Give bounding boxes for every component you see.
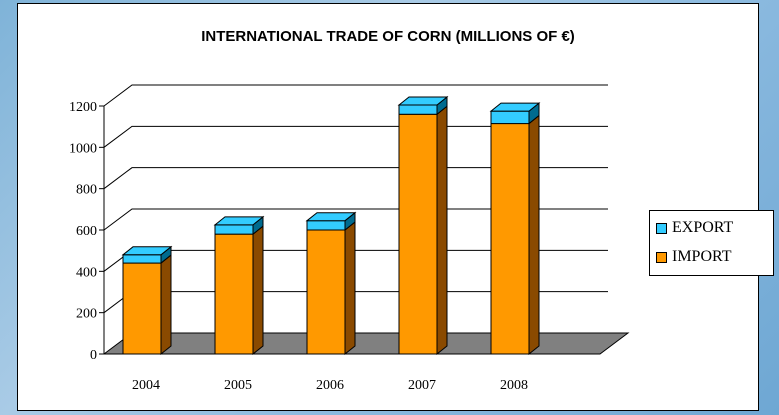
bar-top-2004 [121,246,173,256]
y-tick-label: 1200 [69,100,97,115]
bar-side-import-2007 [436,105,448,356]
bar-export-2005 [214,224,254,235]
bar-side-import-2004 [160,254,172,356]
bar-top-2007 [397,96,449,106]
chart-plot-area: 0 200 400 600 800 1000 1200 2004 2005 2006 2007 200… [69,84,630,393]
legend-item-import: IMPORT [656,248,732,266]
x-tick-label-2005: 2005 [224,378,252,393]
bar-export-2004 [122,254,162,264]
bar-import-2007 [398,113,438,355]
bar-export-2007 [398,104,438,115]
y-tick-label: 400 [76,265,97,280]
bar-side-import-2005 [252,225,264,356]
legend-item-export: EXPORT [656,219,733,237]
bar-import-2008 [490,123,530,355]
bar-import-2005 [214,233,254,355]
bar-export-2006 [306,220,346,231]
bar-side-import-2006 [344,220,356,356]
x-tick-label-2007: 2007 [408,378,436,393]
y-tick-label: 600 [76,224,97,239]
gridline [103,208,608,231]
bar-export-2008 [490,110,530,125]
legend-swatch-export [656,222,667,234]
x-tick-label-2004: 2004 [132,378,160,393]
y-tick-label: 0 [90,348,97,363]
x-tick-label-2006: 2006 [316,378,344,393]
bar-top-2005 [213,216,265,226]
y-tick-label: 200 [76,307,97,322]
bar-import-2004 [122,262,162,355]
chart-legend: EXPORT IMPORT [649,210,774,276]
bar-top-2006 [305,212,357,222]
y-tick-label: 800 [76,183,97,198]
bar-top-2008 [489,102,541,112]
gridline [103,125,608,148]
bar-side-import-2008 [528,114,540,356]
chart-floor [102,332,630,355]
y-tick-label: 1000 [69,141,97,156]
legend-label-import: IMPORT [672,248,732,265]
legend-swatch-import [656,251,667,263]
chart-title: INTERNATIONAL TRADE OF CORN (MILLIONS OF… [201,28,575,45]
chart-frame: INTERNATIONAL TRADE OF CORN (MILLIONS OF… [17,3,774,411]
gridline [103,167,608,190]
bar-import-2006 [306,229,346,355]
legend-label-export: EXPORT [672,219,734,236]
x-tick-label-2008: 2008 [500,378,528,393]
gridline [103,84,608,107]
